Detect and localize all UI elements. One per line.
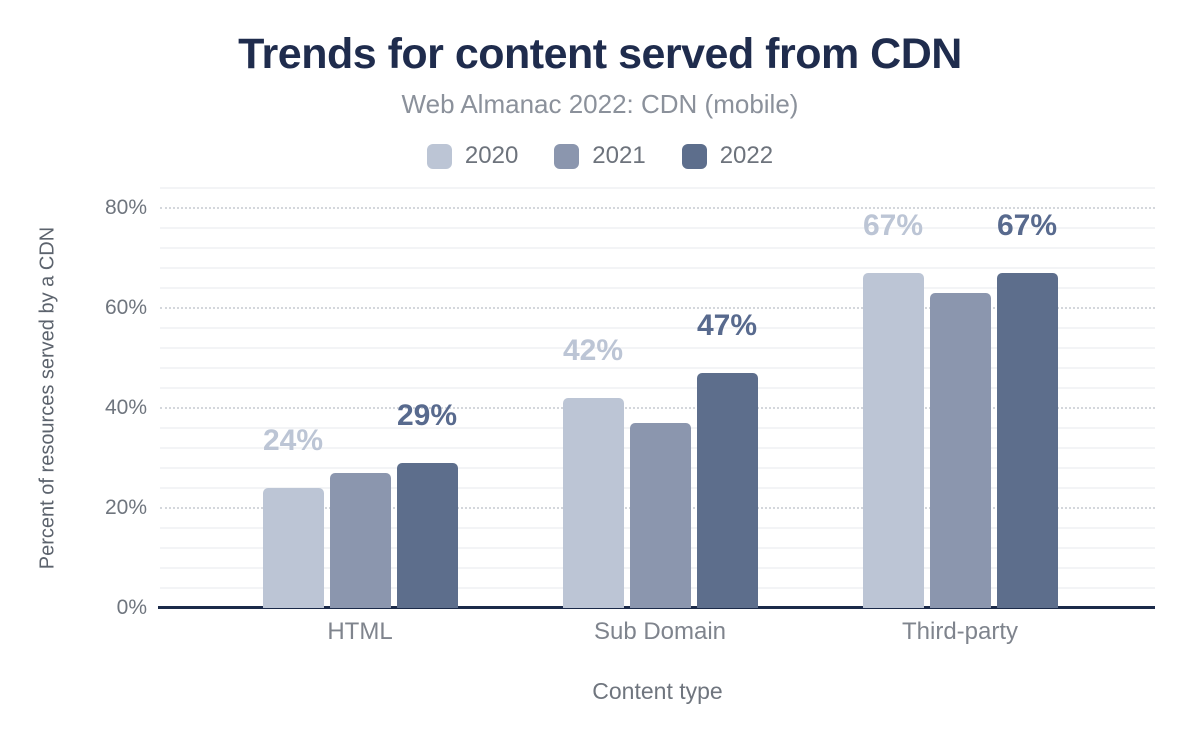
bar-2022-html [396,463,458,608]
minor-gridline [160,227,1155,229]
minor-gridline [160,367,1155,369]
data-label: 24% [262,424,324,457]
y-axis-tick-label: 20% [104,496,147,519]
major-gridline [160,407,1155,409]
minor-gridline [160,267,1155,269]
bar-2022-sub-domain [696,373,758,608]
bar-2022-third-party [996,273,1058,608]
minor-gridline [160,287,1155,289]
data-label: 67% [996,209,1058,242]
bar-2020-html [262,488,324,608]
minor-gridline [160,347,1155,349]
y-axis-tick-label: 60% [104,296,147,319]
y-axis-tick-label: 40% [104,396,147,419]
legend-item-2021[interactable]: 2021 [554,142,646,170]
legend-swatch-icon [426,143,452,169]
major-gridline [160,307,1155,309]
bar-2021-html [329,473,391,608]
x-category-label: Third-party [901,618,1019,645]
data-label: 67% [862,209,924,242]
y-axis-tick-label: 80% [104,196,147,219]
legend-swatch-icon [681,143,707,169]
legend-item-2022[interactable]: 2022 [681,142,774,170]
y-axis-tick-label: 0% [116,596,147,619]
legend-label: 2020 [464,142,519,169]
x-category-label: HTML [327,618,393,645]
data-label: 47% [696,309,758,342]
minor-gridline [160,387,1155,389]
bar-2021-sub-domain [629,423,691,608]
bar-2020-sub-domain [562,398,624,608]
minor-gridline [160,187,1155,189]
minor-gridline [160,327,1155,329]
major-gridline [160,207,1155,209]
legend-label: 2021 [592,142,646,169]
data-label: 29% [396,399,458,432]
bar-2021-third-party [929,293,991,608]
legend-label: 2022 [719,142,774,169]
minor-gridline [160,247,1155,249]
legend-swatch-icon [554,143,580,169]
chart-title: Trends for content served from CDN [238,30,962,78]
bar-2020-third-party [862,273,924,608]
legend: 2020 2021 2022 [0,142,1200,170]
data-label: 42% [562,334,624,367]
x-category-label: Sub Domain [593,618,727,645]
legend-item-2020[interactable]: 2020 [426,142,519,170]
chart-subtitle: Web Almanac 2022: CDN (mobile) [401,89,799,119]
x-axis-title: Content type [592,678,723,704]
